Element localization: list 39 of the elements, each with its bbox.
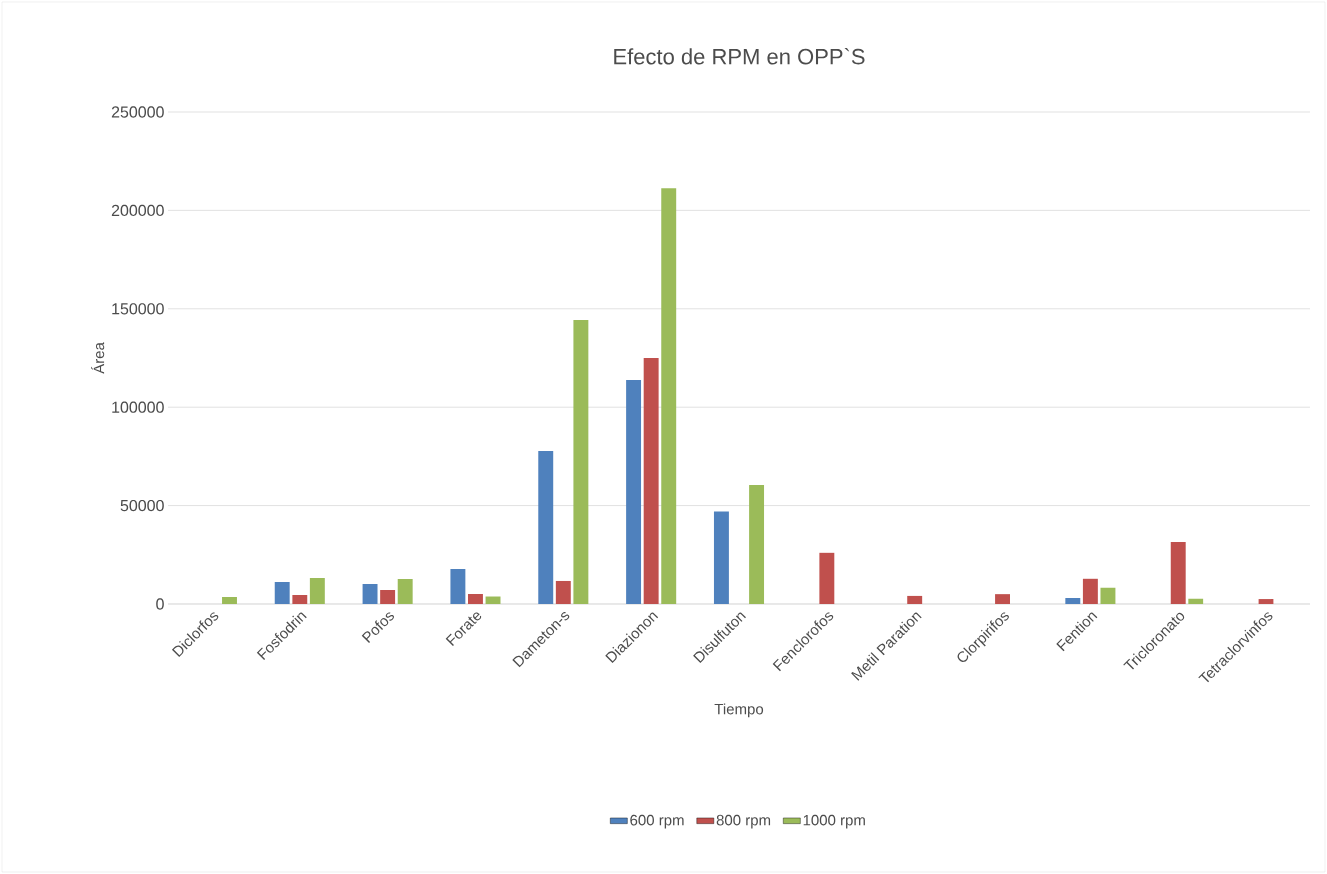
y-tick-label: 50000	[120, 499, 164, 512]
bar	[749, 484, 765, 604]
bar	[1188, 598, 1204, 604]
bar	[1082, 578, 1098, 604]
y-tick-label: 250000	[111, 106, 164, 118]
y-tick-label: 150000	[112, 303, 164, 315]
legend-label: 800 rpm	[716, 814, 771, 829]
bar	[362, 583, 378, 604]
bar	[1258, 599, 1274, 604]
y-tick-label: 200000	[111, 204, 164, 217]
bar	[450, 568, 466, 604]
bar	[555, 580, 571, 604]
bar	[468, 593, 483, 604]
bar	[819, 552, 835, 604]
bar	[222, 597, 237, 604]
bar	[397, 578, 413, 604]
bar	[309, 578, 325, 604]
bar	[538, 451, 554, 604]
y-tick-label: 100000	[112, 401, 164, 413]
bar	[274, 581, 290, 604]
bar	[485, 596, 501, 604]
bar	[573, 320, 589, 604]
bar	[626, 380, 642, 604]
bar	[292, 594, 308, 604]
y-tick-label: 0	[156, 598, 164, 610]
bar	[643, 357, 659, 604]
bar	[995, 594, 1010, 604]
chart-title: Efecto de RPM en OPP`S	[614, 48, 865, 65]
legend-label: 600 rpm	[630, 814, 684, 829]
bar	[713, 511, 729, 604]
bar	[1170, 541, 1186, 604]
bar	[1065, 598, 1081, 604]
legend-label: 1000 rpm	[803, 814, 865, 829]
bar	[661, 188, 677, 604]
bar	[907, 595, 923, 604]
bar	[380, 590, 396, 604]
y-axis-title: Área	[91, 342, 105, 374]
bar	[1100, 587, 1116, 604]
x-axis-title: Tiempo	[714, 703, 764, 718]
